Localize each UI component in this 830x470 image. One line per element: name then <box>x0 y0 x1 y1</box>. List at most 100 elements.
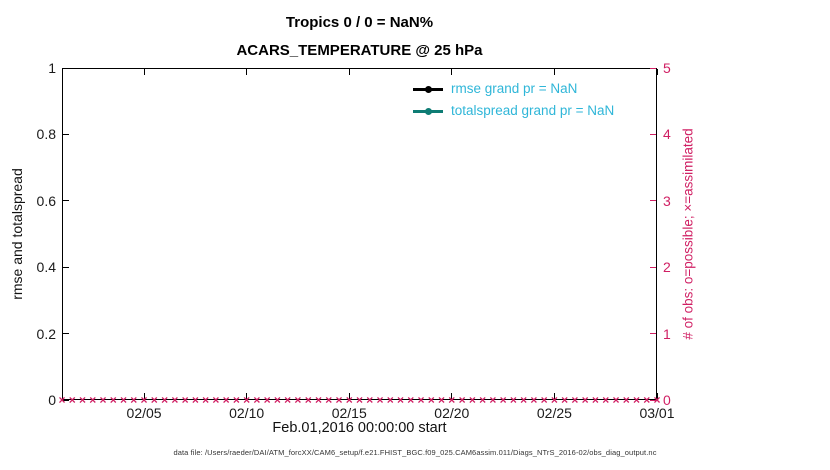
x-bottom-tick-mark <box>451 393 453 399</box>
x-top-tick-mark <box>553 69 555 75</box>
assimilated-obs-marker: × <box>79 393 87 407</box>
assimilated-obs-marker: × <box>458 393 466 407</box>
assimilated-obs-marker: × <box>540 393 548 407</box>
data-file-footnote: data file: /Users/raeder/DAI/ATM_forcXX/… <box>173 448 657 457</box>
legend-entry: totalspread grand pr = NaN <box>413 102 643 120</box>
assimilated-obs-marker: × <box>243 393 251 407</box>
chart-subtitle: ACARS_TEMPERATURE @ 25 hPa <box>236 42 483 59</box>
assimilated-obs-marker: × <box>509 393 517 407</box>
y-right-tick-mark <box>650 333 656 335</box>
x-bottom-tick-mark <box>143 393 145 399</box>
assimilated-obs-marker: × <box>222 393 230 407</box>
assimilated-obs-marker: × <box>120 393 128 407</box>
assimilated-obs-marker: × <box>438 393 446 407</box>
assimilated-obs-marker: × <box>181 393 189 407</box>
assimilated-obs-marker: × <box>191 393 199 407</box>
y-left-tick-mark <box>63 133 69 135</box>
assimilated-obs-marker: × <box>479 393 487 407</box>
y-left-tick-mark <box>63 67 69 69</box>
assimilated-obs-marker: × <box>89 393 97 407</box>
assimilated-obs-marker: × <box>643 393 651 407</box>
assimilated-obs-marker: × <box>550 393 558 407</box>
assimilated-obs-marker: × <box>397 393 405 407</box>
y-left-tick-mark <box>63 200 69 202</box>
y-left-tick-mark <box>63 333 69 335</box>
assimilated-obs-marker: × <box>427 393 435 407</box>
y-right-tick-label: 4 <box>663 126 671 143</box>
y-right-tick-mark <box>650 67 656 69</box>
y-right-tick-label: 2 <box>663 259 671 276</box>
assimilated-obs-marker: × <box>571 393 579 407</box>
y-left-tick-label: 1 <box>48 60 56 76</box>
assimilated-obs-marker: × <box>622 393 630 407</box>
assimilated-obs-marker: × <box>335 393 343 407</box>
assimilated-obs-marker: × <box>130 393 138 407</box>
assimilated-obs-marker: × <box>263 393 271 407</box>
assimilated-obs-marker: × <box>591 393 599 407</box>
assimilated-obs-marker: × <box>68 393 76 407</box>
legend-label: totalspread grand pr = NaN <box>451 103 615 118</box>
assimilated-obs-marker: × <box>468 393 476 407</box>
x-top-tick-mark <box>656 69 658 75</box>
assimilated-obs-marker: × <box>417 393 425 407</box>
y-left-tick-label: 0.2 <box>36 325 56 342</box>
x-tick-label: 03/01 <box>639 405 675 421</box>
x-tick-label: 02/25 <box>536 405 572 421</box>
assimilated-obs-marker: × <box>273 393 281 407</box>
assimilated-obs-marker: × <box>171 393 179 407</box>
x-bottom-tick-mark <box>553 393 555 399</box>
assimilated-obs-marker: × <box>632 393 640 407</box>
legend-entry: rmse grand pr = NaN <box>413 80 643 98</box>
y-axis-label-right: # of obs: o=possible; ×=assimilated <box>680 128 696 340</box>
assimilated-obs-marker: × <box>325 393 333 407</box>
chart-title: Tropics 0 / 0 = NaN% <box>285 14 434 31</box>
x-bottom-tick-mark <box>348 393 350 399</box>
y-left-tick-label: 0 <box>48 392 56 408</box>
assimilated-obs-marker: × <box>232 393 240 407</box>
assimilated-obs-marker: × <box>520 393 528 407</box>
x-top-tick-mark <box>451 69 453 75</box>
plot-area <box>62 68 657 400</box>
assimilated-obs-marker: × <box>202 393 210 407</box>
assimilated-obs-marker: × <box>561 393 569 407</box>
assimilated-obs-marker: × <box>314 393 322 407</box>
x-top-tick-mark <box>143 69 145 75</box>
assimilated-obs-marker: × <box>150 393 158 407</box>
legend-label: rmse grand pr = NaN <box>451 81 578 96</box>
y-right-tick-mark <box>650 399 656 401</box>
y-right-tick-label: 5 <box>663 60 671 76</box>
y-left-tick-mark <box>63 266 69 268</box>
assimilated-obs-marker: × <box>386 393 394 407</box>
assimilated-obs-marker: × <box>345 393 353 407</box>
assimilated-obs-marker: × <box>602 393 610 407</box>
y-right-tick-label: 1 <box>663 325 671 342</box>
x-tick-label: 02/20 <box>434 405 470 421</box>
assimilated-obs-marker: × <box>58 393 66 407</box>
y-left-tick-label: 0.8 <box>36 126 56 143</box>
x-tick-label: 02/10 <box>229 405 265 421</box>
y-axis-label-left: rmse and totalspread <box>9 168 25 300</box>
assimilated-obs-marker: × <box>140 393 148 407</box>
assimilated-obs-marker: × <box>304 393 312 407</box>
assimilated-obs-marker: × <box>612 393 620 407</box>
x-tick-label: 02/15 <box>331 405 367 421</box>
assimilated-obs-marker: × <box>161 393 169 407</box>
y-right-tick-label: 0 <box>663 392 671 408</box>
assimilated-obs-marker: × <box>99 393 107 407</box>
x-tick-label: 02/05 <box>126 405 162 421</box>
y-left-tick-label: 0.6 <box>36 192 56 209</box>
assimilated-obs-marker: × <box>530 393 538 407</box>
x-axis-label: Feb.01,2016 00:00:00 start <box>272 420 447 436</box>
y-right-tick-mark <box>650 200 656 202</box>
assimilated-obs-marker: × <box>294 393 302 407</box>
assimilated-obs-marker: × <box>284 393 292 407</box>
x-top-tick-mark <box>348 69 350 75</box>
assimilated-obs-marker: × <box>581 393 589 407</box>
legend-dot-marker <box>425 107 432 115</box>
x-top-tick-mark <box>246 69 248 75</box>
y-left-tick-mark <box>63 399 69 401</box>
assimilated-obs-marker: × <box>499 393 507 407</box>
assimilated-obs-marker: × <box>366 393 374 407</box>
legend-dot-marker <box>425 85 432 93</box>
